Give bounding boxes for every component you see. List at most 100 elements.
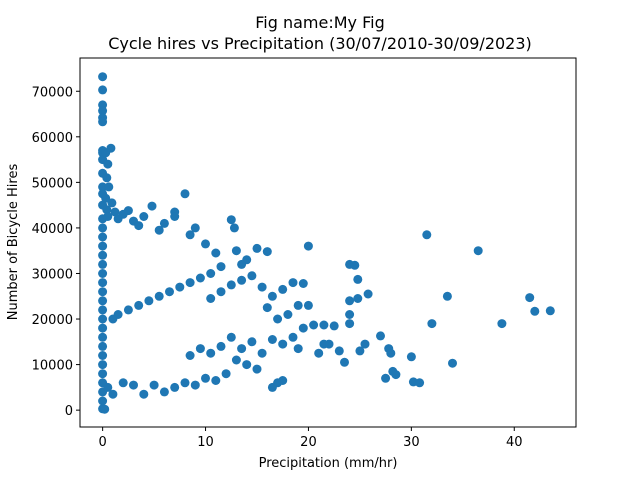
data-point <box>415 378 425 388</box>
data-point <box>185 278 195 288</box>
y-tick-label: 40000 <box>32 222 73 237</box>
data-point <box>353 274 363 284</box>
y-tick-label: 10000 <box>32 359 73 374</box>
data-point <box>497 319 507 329</box>
data-point <box>242 360 252 370</box>
data-point <box>391 370 401 380</box>
data-point <box>106 143 116 153</box>
data-point <box>108 389 118 399</box>
data-point <box>216 341 226 351</box>
data-point <box>345 310 355 319</box>
data-point <box>139 389 149 399</box>
data-point <box>427 319 437 329</box>
data-point <box>98 296 108 306</box>
data-point <box>442 291 452 301</box>
chart-title-line1: Fig name:My Fig <box>255 13 385 32</box>
data-point <box>252 243 262 253</box>
data-point <box>154 291 164 301</box>
data-point <box>206 269 216 278</box>
data-point <box>247 271 257 281</box>
data-point <box>98 287 108 297</box>
data-point <box>226 280 236 290</box>
data-point <box>530 306 540 316</box>
data-point <box>98 232 108 242</box>
data-point <box>314 348 324 358</box>
data-point <box>298 323 308 333</box>
data-point <box>185 351 195 360</box>
data-point <box>221 369 231 379</box>
data-point <box>144 296 154 306</box>
data-point <box>237 275 247 285</box>
data-point <box>309 320 319 330</box>
data-point <box>98 259 108 269</box>
data-point <box>298 279 308 288</box>
data-point <box>262 303 272 313</box>
y-tick-label: 50000 <box>32 176 73 191</box>
data-point <box>267 382 277 392</box>
data-point <box>340 357 349 367</box>
data-point <box>334 346 344 356</box>
data-point <box>98 305 108 315</box>
data-point <box>257 348 267 358</box>
x-tick-label: 40 <box>506 435 523 450</box>
data-point <box>216 262 226 272</box>
y-tick-label: 30000 <box>32 267 73 282</box>
data-point <box>98 278 108 288</box>
data-point <box>293 344 303 354</box>
data-point <box>98 360 108 370</box>
data-point <box>257 282 267 292</box>
x-tick-label: 10 <box>197 435 214 450</box>
data-point <box>473 246 483 256</box>
data-point <box>422 230 432 240</box>
data-point <box>319 339 329 349</box>
data-point <box>98 351 108 360</box>
data-point <box>98 332 108 342</box>
data-point <box>102 205 112 215</box>
data-point <box>355 346 365 356</box>
data-point <box>237 344 247 354</box>
data-point <box>98 269 108 278</box>
data-point <box>252 364 262 374</box>
data-point <box>134 300 144 310</box>
data-point <box>273 314 283 324</box>
data-point <box>381 373 391 383</box>
data-point <box>149 380 159 390</box>
data-point <box>211 248 221 258</box>
data-point <box>350 260 360 270</box>
data-point <box>103 159 113 169</box>
data-point <box>165 287 174 297</box>
data-point <box>267 291 277 301</box>
data-point <box>247 337 257 347</box>
data-point <box>231 246 241 256</box>
x-axis-ticks: 0 10 20 30 40 <box>98 427 523 450</box>
data-point <box>226 215 236 225</box>
data-point <box>216 287 226 297</box>
x-tick-label: 0 <box>98 435 106 450</box>
data-point <box>211 376 221 385</box>
data-point <box>154 225 164 235</box>
data-point <box>103 212 113 221</box>
data-point <box>190 380 200 390</box>
data-point <box>386 348 396 358</box>
data-point <box>190 223 200 233</box>
data-point <box>319 320 329 330</box>
data-point <box>303 300 313 310</box>
data-point <box>283 310 293 319</box>
data-point <box>278 284 288 294</box>
data-point <box>226 332 236 342</box>
data-point <box>139 212 149 221</box>
data-point <box>129 380 138 390</box>
data-point <box>206 294 216 303</box>
data-point <box>98 72 108 82</box>
data-point <box>278 376 288 385</box>
data-point <box>180 189 190 199</box>
data-point <box>288 332 298 342</box>
data-point <box>108 314 118 324</box>
data-point <box>278 339 288 349</box>
data-point <box>237 259 247 269</box>
data-point <box>206 348 216 358</box>
data-point <box>98 85 108 95</box>
chart-title-line2: Cycle hires vs Precipitation (30/07/2010… <box>108 34 532 53</box>
scatter-points <box>98 72 555 414</box>
